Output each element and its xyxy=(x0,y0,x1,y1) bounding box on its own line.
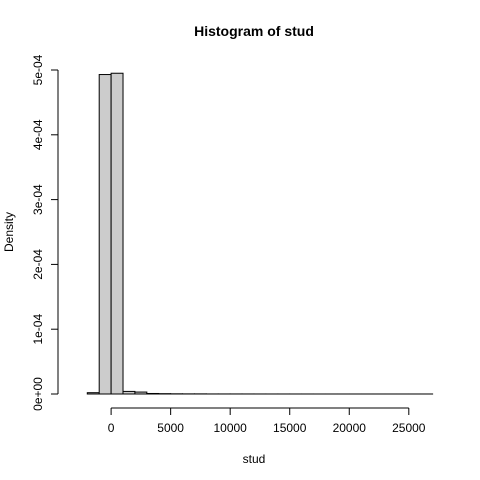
x-tick-label-4: 20000 xyxy=(333,421,367,435)
y-tick-label-5: 5e-04 xyxy=(31,54,45,85)
x-tick-label-1: 5000 xyxy=(157,421,184,435)
x-axis-label: stud xyxy=(243,452,266,466)
x-tick-label-2: 10000 xyxy=(213,421,247,435)
x-tick-label-0: 0 xyxy=(108,421,115,435)
histogram-bar-1 xyxy=(98,74,112,395)
chart-title: Histogram of stud xyxy=(194,23,314,39)
y-axis-label: Density xyxy=(2,212,16,252)
y-axis: 0e+00 1e-04 2e-04 3e-04 4e-04 5e-04 xyxy=(31,54,59,411)
histogram-bar-2 xyxy=(110,72,124,395)
y-tick-label-0: 0e+00 xyxy=(31,377,45,411)
y-tick-label-1: 1e-04 xyxy=(31,314,45,345)
y-tick-label-3: 3e-04 xyxy=(31,184,45,215)
histogram-bars xyxy=(86,72,434,395)
y-tick-label-2: 2e-04 xyxy=(31,249,45,280)
x-tick-label-5: 25000 xyxy=(392,421,426,435)
y-tick-label-4: 4e-04 xyxy=(31,119,45,150)
x-tick-label-3: 15000 xyxy=(273,421,307,435)
x-axis: 0 5000 10000 15000 20000 25000 xyxy=(108,407,426,435)
